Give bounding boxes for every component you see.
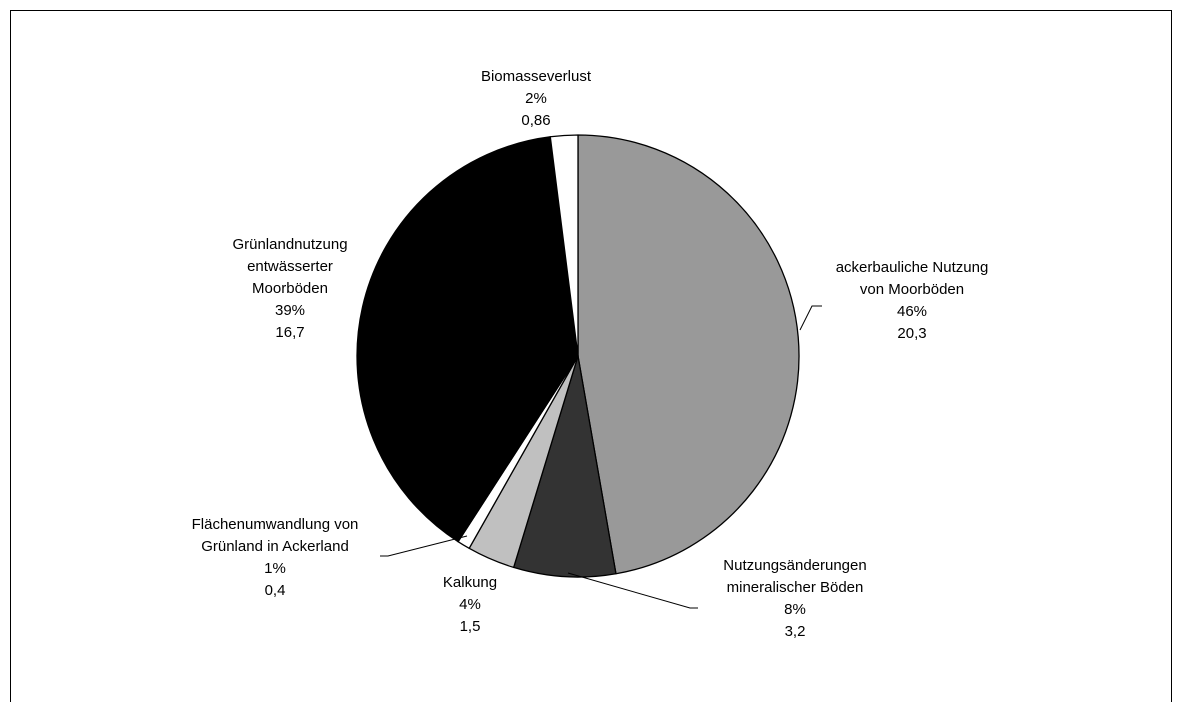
slice-label-line: Kalkung bbox=[443, 574, 497, 591]
slice-label-2: Kalkung 4% 1,5 bbox=[443, 574, 497, 635]
slice-label-3: Flächenumwandlung von Grünland in Ackerla… bbox=[192, 516, 359, 599]
leader-line-0 bbox=[799, 305, 822, 331]
slice-label-line: von Moorböden bbox=[860, 281, 964, 298]
slice-label-line: Moorböden bbox=[252, 280, 328, 297]
slice-label-line: Flächenumwandlung von bbox=[192, 516, 359, 533]
slice-label-line: Biomasseverlust bbox=[481, 68, 592, 85]
pie-slice-4 bbox=[356, 136, 579, 543]
slice-value-label: 20,3 bbox=[897, 325, 926, 342]
slice-value-label: 0,4 bbox=[265, 582, 286, 599]
slice-percent-label: 46% bbox=[897, 303, 927, 320]
leader-line-3 bbox=[380, 535, 468, 557]
slice-percent-label: 8% bbox=[784, 601, 806, 618]
pie-slice-5 bbox=[549, 134, 579, 357]
slice-value-label: 0,86 bbox=[521, 112, 550, 129]
slice-label-line: Grünlandnutzung bbox=[232, 236, 347, 253]
leader-line-1 bbox=[567, 572, 698, 609]
pie-slice-0 bbox=[577, 134, 800, 575]
slice-percent-label: 4% bbox=[459, 596, 481, 613]
chart-frame bbox=[10, 10, 1172, 702]
slice-label-1: Nutzungsänderungen mineralischer Böden 8% 3… bbox=[723, 557, 866, 640]
slice-value-label: 3,2 bbox=[785, 623, 806, 640]
slice-percent-label: 1% bbox=[264, 560, 286, 577]
slice-label-4: Grünlandnutzung entwässerter Moorböden 39% 1… bbox=[232, 236, 347, 341]
slice-label-line: entwässerter bbox=[247, 258, 333, 275]
slice-label-0: ackerbauliche Nutzung von Moorböden 46% 20,… bbox=[836, 259, 989, 342]
slice-label-line: mineralischer Böden bbox=[727, 579, 864, 596]
slice-label-line: Grünland in Ackerland bbox=[201, 538, 349, 555]
pie-slice-1 bbox=[513, 355, 617, 578]
slice-label-5: Biomasseverlust 2% 0,86 bbox=[481, 68, 592, 129]
slice-percent-label: 39% bbox=[275, 302, 305, 319]
slice-label-line: ackerbauliche Nutzung bbox=[836, 259, 989, 276]
slice-label-line: Nutzungsänderungen bbox=[723, 557, 866, 574]
slice-value-label: 16,7 bbox=[275, 324, 304, 341]
slice-value-label: 1,5 bbox=[460, 618, 481, 635]
slice-percent-label: 2% bbox=[525, 90, 547, 107]
